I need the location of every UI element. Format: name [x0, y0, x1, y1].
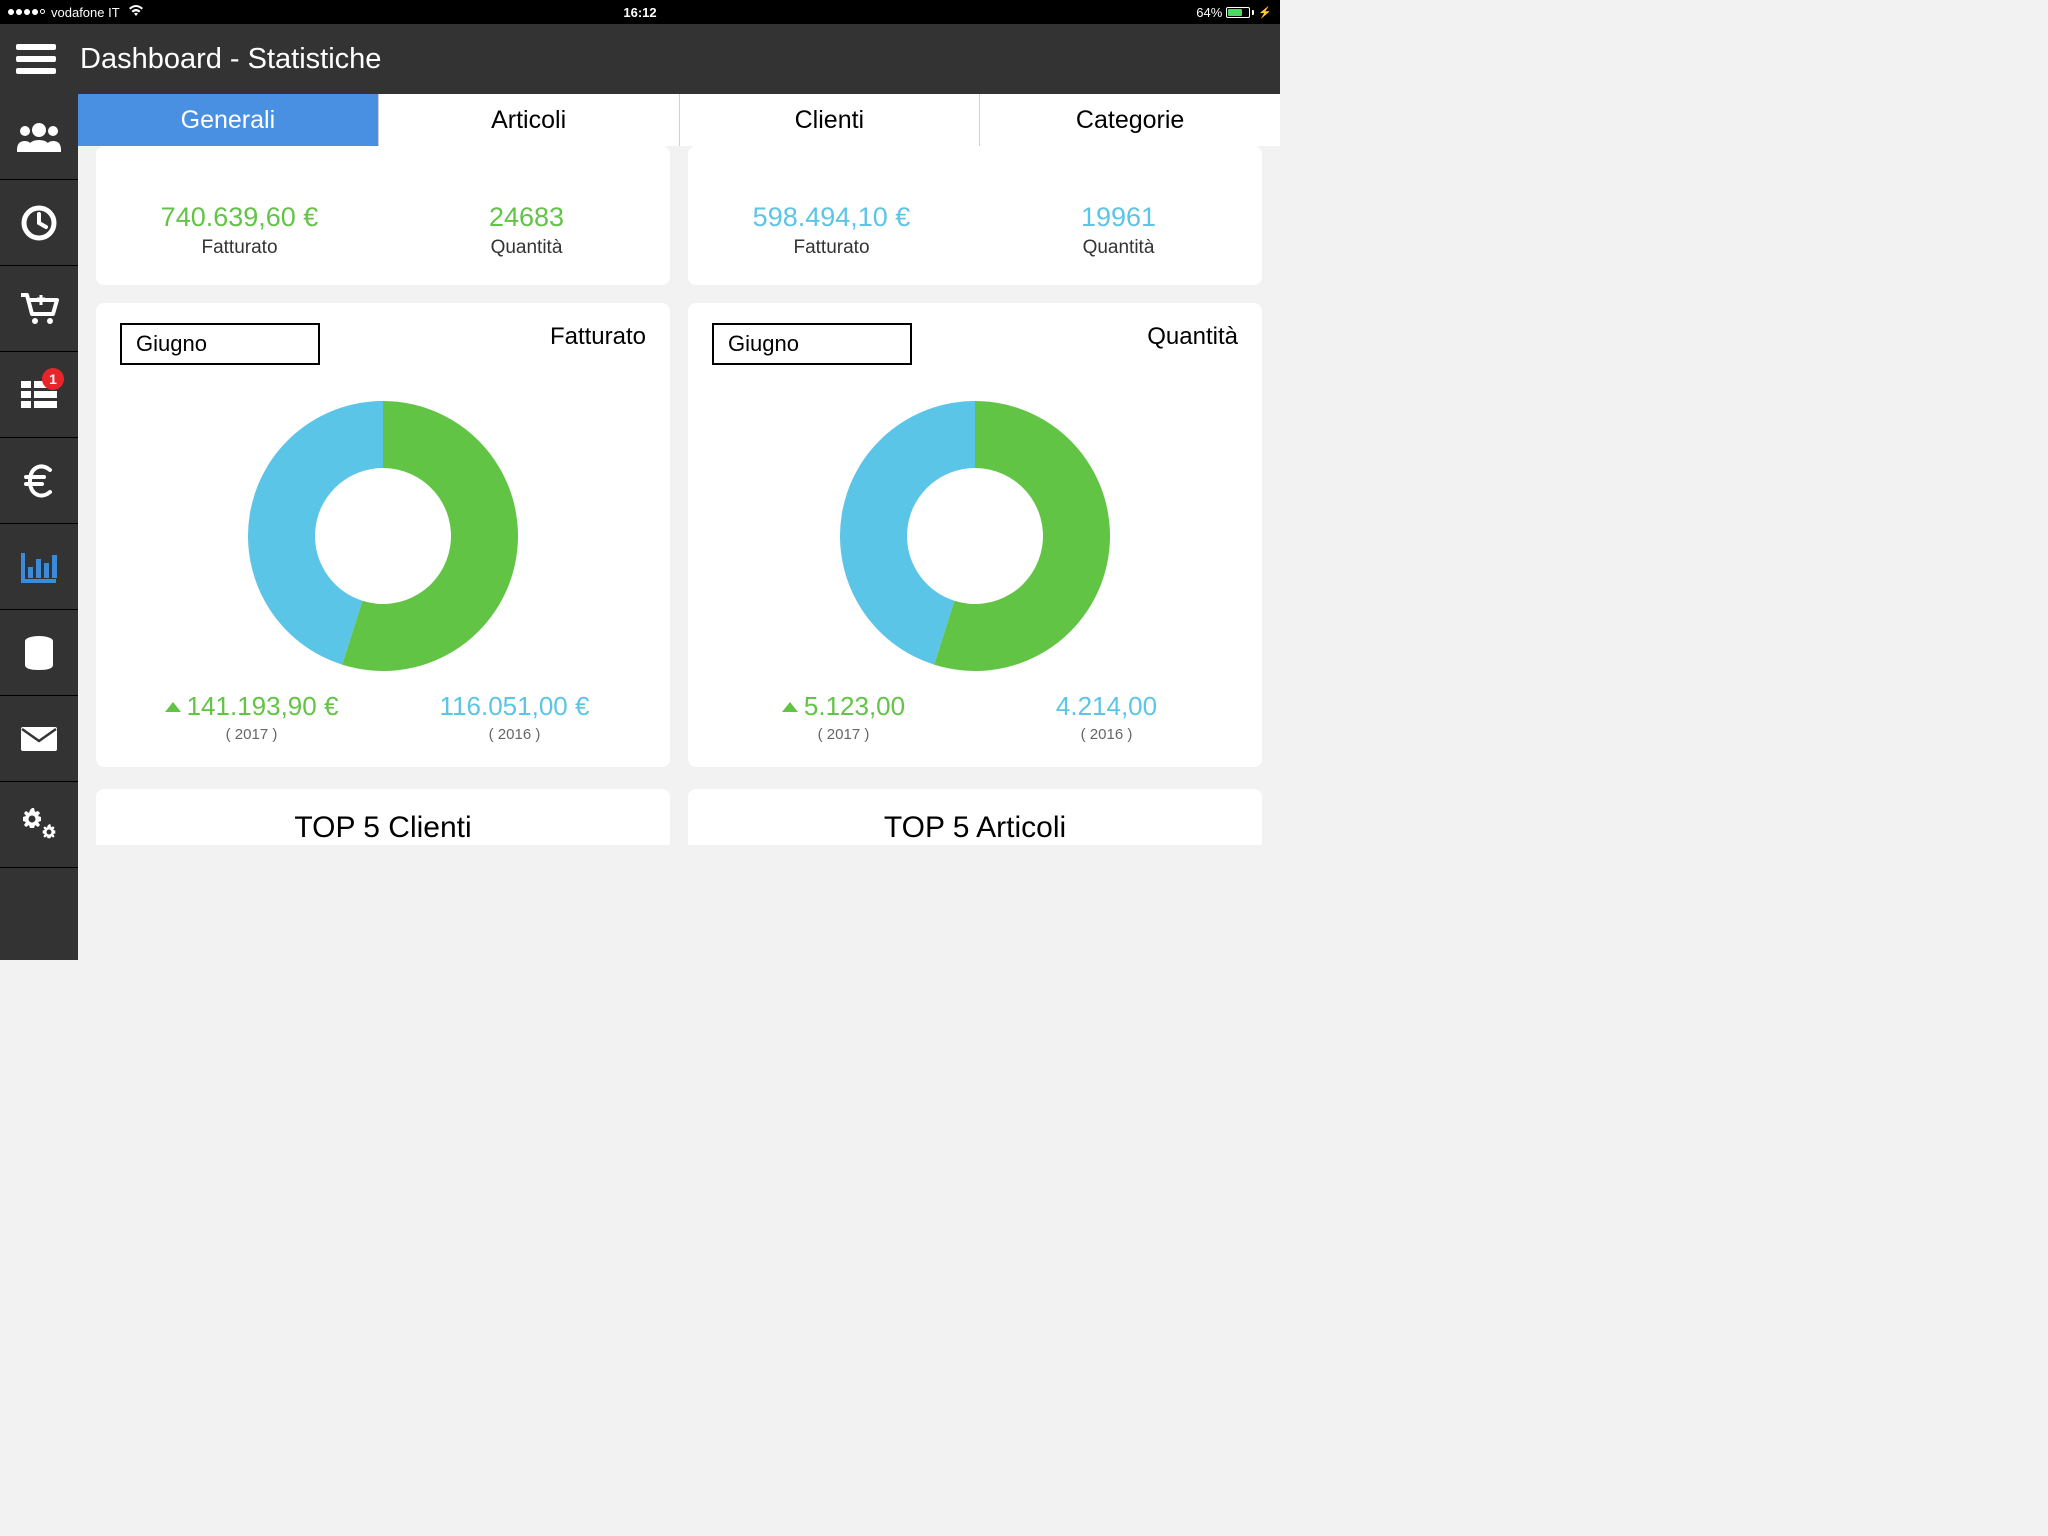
euro-icon — [24, 464, 54, 498]
sidebar: 1 — [0, 94, 78, 960]
sidebar-item-users[interactable] — [0, 94, 78, 180]
metric-quantita-label-2: Quantità — [975, 237, 1262, 259]
tab-articoli[interactable]: Articoli — [379, 94, 680, 146]
metric-fatturato-value-2: 598.494,10 € — [688, 202, 975, 233]
legend-2016-year-q: ( 2016 ) — [975, 726, 1238, 743]
cart-icon — [19, 292, 59, 326]
status-left: vodafone IT — [8, 5, 144, 20]
sidebar-item-stats[interactable] — [0, 524, 78, 610]
month-select-fatturato[interactable]: Giugno — [120, 323, 320, 365]
section-top5-clienti: TOP 5 Clienti — [96, 789, 670, 845]
legend-2016-year: ( 2016 ) — [383, 726, 646, 743]
tab-generali[interactable]: Generali — [78, 94, 379, 146]
carrier-label: vodafone IT — [51, 5, 120, 20]
charging-icon: ⚡ — [1258, 6, 1272, 19]
menu-icon[interactable] — [16, 44, 56, 74]
legend-2016-value-q: 4.214,00 — [975, 691, 1238, 722]
legend-2017-text-q: 5.123,00 — [804, 691, 905, 722]
chart-title-quantita: Quantità — [1147, 323, 1238, 351]
section-title-clienti: TOP 5 Clienti — [96, 811, 670, 845]
mail-icon — [20, 726, 58, 752]
metric-quantita-value-2: 19961 — [975, 202, 1262, 233]
legend-2017-year: ( 2017 ) — [120, 726, 383, 743]
sidebar-item-cart[interactable] — [0, 266, 78, 352]
tab-clienti[interactable]: Clienti — [680, 94, 981, 146]
section-title-articoli: TOP 5 Articoli — [688, 811, 1262, 845]
legend-2017-text: 141.193,90 € — [187, 691, 339, 722]
sidebar-item-grid[interactable]: 1 — [0, 352, 78, 438]
trend-up-icon — [165, 702, 181, 712]
signal-icon — [8, 9, 45, 15]
legend-2017-value: 141.193,90 € — [120, 691, 383, 722]
main-content: Generali Articoli Clienti Categorie 740.… — [78, 94, 1280, 960]
donut-chart-quantita — [840, 401, 1110, 671]
barchart-icon — [20, 551, 58, 583]
tab-bar: Generali Articoli Clienti Categorie — [78, 94, 1280, 146]
clock-icon — [21, 205, 57, 241]
gears-icon — [19, 807, 59, 843]
wifi-icon — [128, 5, 144, 20]
sidebar-item-euro[interactable] — [0, 438, 78, 524]
chart-title-fatturato: Fatturato — [550, 323, 646, 351]
legend-2017-value-q: 5.123,00 — [712, 691, 975, 722]
battery-percent: 64% — [1196, 5, 1222, 20]
metrics-card-left: 740.639,60 € Fatturato 24683 Quantità — [96, 146, 670, 285]
month-select-quantita[interactable]: Giugno — [712, 323, 912, 365]
donut-chart-fatturato — [248, 401, 518, 671]
metric-quantita-value: 24683 — [383, 202, 670, 233]
legend-2017-year-q: ( 2017 ) — [712, 726, 975, 743]
sidebar-item-settings[interactable] — [0, 782, 78, 868]
legend-2016-value: 116.051,00 € — [383, 691, 646, 722]
tab-categorie[interactable]: Categorie — [980, 94, 1280, 146]
status-right: 64% ⚡ — [1196, 5, 1272, 20]
metric-fatturato-label: Fatturato — [96, 237, 383, 259]
database-icon — [23, 636, 55, 670]
statusbar-time: 16:12 — [623, 5, 656, 20]
metric-quantita-label: Quantità — [383, 237, 670, 259]
sidebar-item-clock[interactable] — [0, 180, 78, 266]
sidebar-item-database[interactable] — [0, 610, 78, 696]
sidebar-badge: 1 — [42, 368, 64, 390]
chart-card-quantita: Giugno Quantità 5.123,00 ( 2017 ) — [688, 303, 1262, 767]
section-top5-articoli: TOP 5 Articoli — [688, 789, 1262, 845]
chart-card-fatturato: Giugno Fatturato 141.193,90 € ( 2017 ) — [96, 303, 670, 767]
users-icon — [17, 122, 61, 152]
metric-fatturato-label-2: Fatturato — [688, 237, 975, 259]
metric-fatturato-value: 740.639,60 € — [96, 202, 383, 233]
app-header: Dashboard - Statistiche — [0, 24, 1280, 94]
trend-up-icon — [782, 702, 798, 712]
sidebar-item-mail[interactable] — [0, 696, 78, 782]
battery-icon — [1226, 7, 1254, 18]
page-title: Dashboard - Statistiche — [80, 43, 381, 76]
status-bar: vodafone IT 16:12 64% ⚡ — [0, 0, 1280, 24]
metrics-card-right: 598.494,10 € Fatturato 19961 Quantità — [688, 146, 1262, 285]
